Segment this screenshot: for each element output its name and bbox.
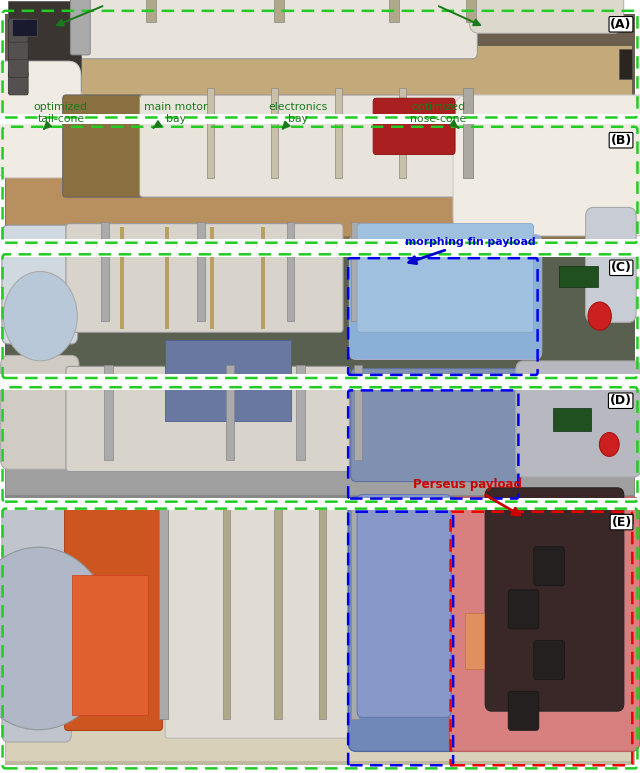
FancyBboxPatch shape: [508, 691, 539, 730]
FancyBboxPatch shape: [165, 502, 351, 738]
Text: (C): (C): [611, 261, 632, 274]
Bar: [6, 394, 634, 495]
Bar: [5, 390, 635, 499]
FancyBboxPatch shape: [449, 497, 640, 751]
FancyBboxPatch shape: [586, 207, 636, 322]
Bar: [210, 227, 214, 329]
Bar: [104, 365, 113, 460]
Bar: [351, 222, 358, 321]
Text: main motor
bay: main motor bay: [144, 102, 208, 128]
Text: (D): (D): [610, 394, 632, 407]
FancyBboxPatch shape: [2, 225, 77, 344]
FancyBboxPatch shape: [8, 71, 28, 95]
Bar: [274, 501, 282, 719]
Circle shape: [0, 547, 114, 730]
Bar: [223, 501, 230, 719]
Bar: [159, 501, 168, 719]
FancyBboxPatch shape: [66, 223, 343, 332]
FancyBboxPatch shape: [351, 369, 522, 482]
Bar: [146, 0, 156, 22]
Text: (B): (B): [611, 134, 632, 147]
Bar: [463, 88, 473, 178]
Text: Perseus payload: Perseus payload: [413, 478, 522, 515]
Bar: [399, 88, 406, 178]
FancyBboxPatch shape: [8, 36, 28, 60]
Bar: [226, 365, 234, 460]
FancyBboxPatch shape: [357, 223, 534, 332]
Bar: [197, 222, 205, 321]
FancyBboxPatch shape: [357, 495, 451, 717]
Bar: [6, 134, 634, 236]
Bar: [165, 340, 291, 421]
FancyBboxPatch shape: [140, 95, 467, 197]
Bar: [101, 222, 109, 321]
Bar: [274, 0, 284, 22]
FancyBboxPatch shape: [453, 95, 640, 236]
FancyBboxPatch shape: [373, 98, 455, 155]
FancyBboxPatch shape: [348, 497, 460, 751]
Bar: [296, 365, 305, 460]
Bar: [5, 257, 635, 375]
Bar: [8, 1, 81, 91]
Bar: [319, 501, 326, 719]
FancyBboxPatch shape: [1, 356, 79, 469]
Bar: [465, 613, 484, 669]
Text: original EMATT
nose-cone: original EMATT nose-cone: [366, 0, 480, 26]
FancyBboxPatch shape: [8, 53, 28, 77]
FancyBboxPatch shape: [70, 0, 477, 59]
Bar: [0, 498, 640, 510]
Bar: [5, 512, 635, 765]
FancyBboxPatch shape: [63, 95, 145, 197]
FancyBboxPatch shape: [65, 499, 163, 730]
FancyBboxPatch shape: [508, 590, 539, 629]
Text: optimized
tail-cone: optimized tail-cone: [34, 102, 88, 129]
FancyBboxPatch shape: [66, 366, 349, 472]
Bar: [287, 222, 294, 321]
Bar: [8, 46, 632, 107]
Circle shape: [588, 302, 611, 330]
FancyBboxPatch shape: [8, 19, 28, 43]
Bar: [354, 365, 362, 460]
Bar: [619, 49, 632, 80]
FancyBboxPatch shape: [349, 235, 541, 359]
Bar: [207, 88, 214, 178]
FancyBboxPatch shape: [2, 499, 72, 742]
Text: optimized
nose-cone: optimized nose-cone: [410, 102, 467, 128]
Bar: [6, 516, 634, 761]
Circle shape: [3, 271, 77, 361]
Bar: [553, 407, 591, 431]
FancyBboxPatch shape: [534, 547, 564, 586]
FancyBboxPatch shape: [534, 641, 564, 679]
Bar: [165, 227, 169, 329]
Bar: [351, 501, 359, 719]
Bar: [271, 88, 278, 178]
Text: morphing fin payload: morphing fin payload: [405, 237, 536, 264]
FancyBboxPatch shape: [0, 61, 81, 178]
Bar: [0, 114, 640, 124]
Bar: [12, 19, 37, 36]
Bar: [72, 575, 148, 714]
Circle shape: [600, 433, 619, 456]
FancyBboxPatch shape: [70, 0, 90, 55]
Bar: [120, 227, 124, 329]
FancyBboxPatch shape: [516, 361, 640, 477]
Bar: [0, 239, 640, 257]
Bar: [5, 130, 635, 240]
Bar: [389, 0, 399, 22]
Bar: [261, 227, 265, 329]
Text: (E): (E): [611, 516, 632, 529]
Bar: [466, 0, 476, 22]
Text: original EMATT free
flood tail-cone: original EMATT free flood tail-cone: [57, 0, 190, 26]
FancyBboxPatch shape: [485, 488, 624, 711]
Bar: [559, 266, 598, 287]
Text: electronics
bay: electronics bay: [268, 102, 327, 129]
FancyBboxPatch shape: [469, 0, 624, 33]
Bar: [335, 88, 342, 178]
Text: (A): (A): [611, 18, 632, 31]
Bar: [0, 374, 640, 390]
Bar: [5, 14, 635, 114]
